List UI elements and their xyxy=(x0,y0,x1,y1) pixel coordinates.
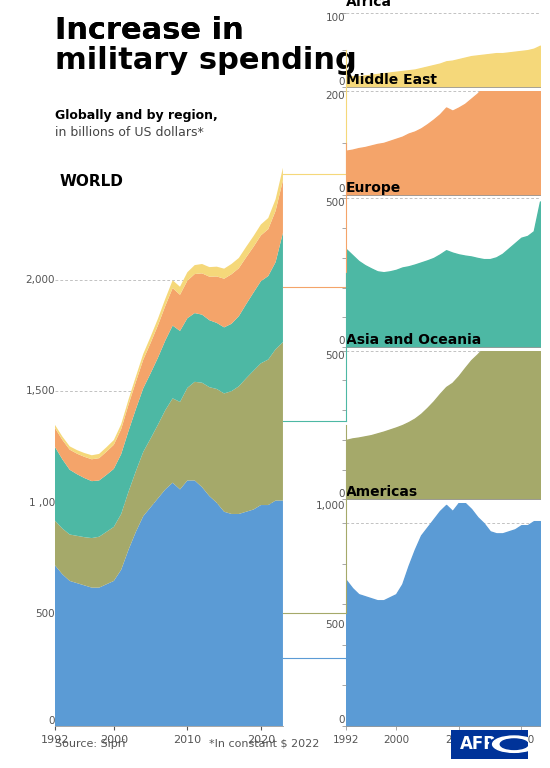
Text: 1,000: 1,000 xyxy=(316,502,345,511)
Text: in billions of US dollars*: in billions of US dollars* xyxy=(55,126,204,139)
Text: 0: 0 xyxy=(338,488,345,498)
Text: Africa: Africa xyxy=(346,0,392,9)
Text: Increase in
military spending: Increase in military spending xyxy=(55,16,357,75)
Circle shape xyxy=(500,739,528,750)
Text: 100: 100 xyxy=(326,13,345,23)
Text: Source: Sipri: Source: Sipri xyxy=(55,739,125,749)
Text: Globally and by region,: Globally and by region, xyxy=(55,109,218,122)
Text: 1,500: 1,500 xyxy=(25,386,55,396)
Text: 1 ,00: 1 ,00 xyxy=(29,498,55,508)
Text: 0: 0 xyxy=(338,336,345,346)
Text: 500: 500 xyxy=(326,351,345,361)
Text: 0: 0 xyxy=(338,715,345,725)
Circle shape xyxy=(493,736,536,753)
Text: 500: 500 xyxy=(35,609,55,620)
Text: *In constant $ 2022: *In constant $ 2022 xyxy=(209,739,320,749)
Text: 200: 200 xyxy=(326,91,345,101)
Text: Increase in: Increase in xyxy=(55,16,244,45)
Text: 2,000: 2,000 xyxy=(25,275,55,285)
Text: Asia and Oceania: Asia and Oceania xyxy=(346,333,481,347)
Text: 0: 0 xyxy=(338,77,345,87)
Text: Americas: Americas xyxy=(346,485,418,499)
Text: 500: 500 xyxy=(326,198,345,208)
Text: WORLD: WORLD xyxy=(59,174,123,189)
Text: 500: 500 xyxy=(326,620,345,630)
Text: AFP: AFP xyxy=(460,735,496,753)
Text: 0: 0 xyxy=(338,184,345,194)
Text: Europe: Europe xyxy=(346,180,401,194)
Text: Middle East: Middle East xyxy=(346,73,437,87)
Circle shape xyxy=(490,736,536,753)
Text: 0: 0 xyxy=(48,716,55,726)
